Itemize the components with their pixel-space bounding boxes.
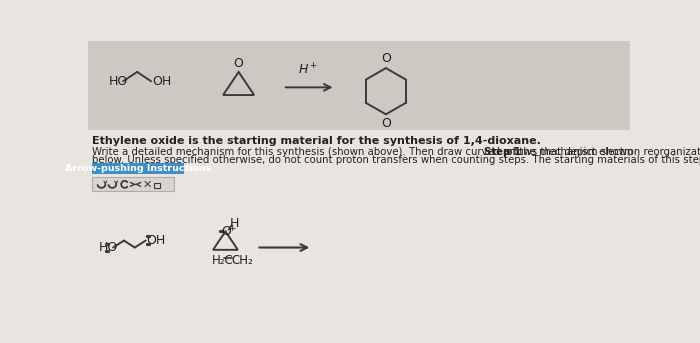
Text: ✕: ✕ [143,179,152,189]
Text: O: O [234,57,244,70]
Bar [88,41,630,130]
Text: OH: OH [146,234,166,247]
Text: Ethylene oxide is the starting material for the synthesis of 1,4-dioxane.: Ethylene oxide is the starting material … [92,136,541,146]
Text: $H^+$: $H^+$ [298,63,318,78]
Text: O: O [381,52,391,65]
Text: Write a detailed mechanism for this synthesis (shown above). Then draw curved ar: Write a detailed mechanism for this synt… [92,147,700,157]
Text: Arrow-pushing Instructions: Arrow-pushing Instructions [64,164,211,173]
FancyBboxPatch shape [92,177,174,191]
Text: CH₂: CH₂ [231,254,253,267]
Text: H: H [230,217,239,230]
Text: +: + [228,224,236,233]
Text: HO: HO [98,241,118,254]
FancyBboxPatch shape [154,183,160,188]
FancyBboxPatch shape [92,163,183,174]
Text: HO: HO [109,75,129,88]
Text: of the mechanism shown: of the mechanism shown [503,147,634,157]
Text: O: O [381,117,391,130]
Text: below. Unless specified otherwise, do not count proton transfers when counting s: below. Unless specified otherwise, do no… [92,155,700,165]
Text: OH: OH [152,75,171,88]
Text: Step 1: Step 1 [484,147,522,157]
Text: H₂C: H₂C [211,254,233,267]
Text: O: O [222,225,232,238]
